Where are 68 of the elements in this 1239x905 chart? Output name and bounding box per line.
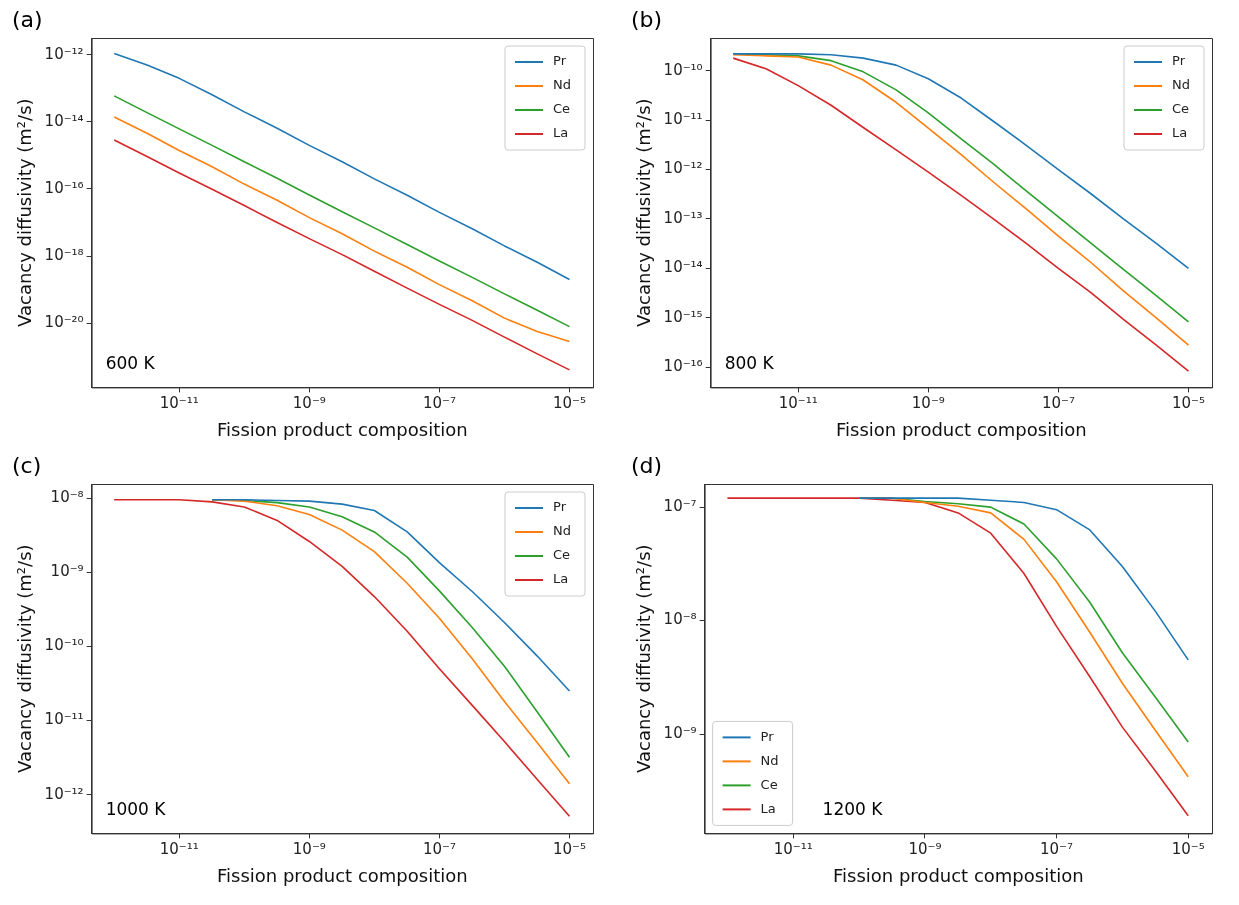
- x-tick-label: 10⁻⁵: [552, 840, 586, 859]
- y-tick-label: 10⁻¹²: [663, 159, 703, 178]
- legend-label: Nd: [760, 752, 779, 768]
- text: (b): [631, 6, 663, 32]
- y-tick-label: 10⁻¹⁸: [44, 245, 84, 264]
- y-tick-label: 10⁻¹⁴: [663, 258, 703, 277]
- y-axis-title: Vacancy diffusivity (m²/s): [14, 544, 36, 773]
- x-tick-label: 10⁻⁹: [911, 394, 945, 413]
- text: (a): [12, 6, 43, 32]
- annotation: 600 K: [105, 353, 156, 374]
- x-tick-label: 10⁻⁷: [422, 840, 456, 859]
- legend-label: La: [1172, 125, 1188, 141]
- legend-label: Ce: [553, 101, 571, 117]
- annotation: 1000 K: [105, 799, 167, 820]
- x-tick-label: 10⁻¹¹: [159, 840, 199, 859]
- y-tick-label: 10⁻¹⁶: [44, 178, 84, 197]
- legend-label: Ce: [553, 547, 571, 563]
- y-axis-title: Vacancy diffusivity (m²/s): [633, 544, 655, 773]
- x-tick-label: 10⁻¹¹: [778, 394, 818, 413]
- x-tick-label: 10⁻¹¹: [159, 394, 199, 413]
- legend-label: Nd: [553, 523, 572, 539]
- y-tick-label: 10⁻¹¹: [663, 110, 703, 129]
- x-axis-title: Fission product composition: [217, 418, 468, 440]
- legend-label: Ce: [760, 776, 778, 792]
- y-tick-label: 10⁻¹⁶: [663, 357, 703, 376]
- x-tick-label: 10⁻⁵: [1171, 840, 1205, 859]
- x-tick-label: 10⁻⁵: [1171, 394, 1205, 413]
- y-axis-title: Vacancy diffusivity (m²/s): [633, 98, 655, 327]
- x-axis-title: Fission product composition: [836, 418, 1087, 440]
- legend-label: Nd: [1172, 77, 1191, 93]
- annotation: 1200 K: [822, 799, 884, 820]
- y-tick-label: 10⁻²⁰: [44, 312, 84, 331]
- legend-label: Pr: [1172, 53, 1186, 69]
- x-tick-label: 10⁻⁷: [422, 394, 456, 413]
- x-axis-title: Fission product composition: [217, 864, 468, 886]
- x-tick-label: 10⁻⁹: [908, 840, 942, 859]
- x-tick-label: 10⁻⁷: [1041, 394, 1075, 413]
- y-axis-title: Vacancy diffusivity (m²/s): [14, 98, 36, 327]
- legend-label: Ce: [1172, 101, 1190, 117]
- y-tick-label: 10⁻⁷: [663, 497, 697, 516]
- y-tick-label: 10⁻¹⁰: [663, 60, 703, 79]
- y-tick-label: 10⁻¹⁰: [44, 636, 84, 655]
- legend-label: Pr: [760, 728, 775, 744]
- x-tick-label: 10⁻⁹: [292, 394, 326, 413]
- legend-label: Nd: [553, 77, 572, 93]
- text: (c): [12, 452, 42, 478]
- y-tick-label: 10⁻¹³: [663, 208, 703, 227]
- x-tick-label: 10⁻¹¹: [773, 840, 813, 859]
- legend-label: La: [760, 800, 776, 816]
- y-tick-label: 10⁻¹²: [44, 44, 84, 63]
- text: (d): [631, 452, 663, 478]
- y-tick-label: 10⁻¹⁵: [663, 307, 703, 326]
- legend-label: La: [553, 571, 569, 587]
- legend-label: Pr: [553, 53, 567, 69]
- annotation: 800 K: [724, 353, 775, 374]
- legend-label: Pr: [553, 499, 567, 515]
- x-tick-label: 10⁻⁹: [292, 840, 326, 859]
- y-tick-label: 10⁻⁹: [663, 723, 697, 742]
- y-tick-label: 10⁻⁹: [50, 562, 84, 581]
- legend-label: La: [553, 125, 569, 141]
- y-tick-label: 10⁻¹¹: [44, 710, 84, 729]
- y-tick-label: 10⁻⁸: [50, 488, 84, 506]
- y-tick-label: 10⁻¹²: [44, 784, 84, 803]
- x-tick-label: 10⁻⁵: [552, 394, 586, 413]
- x-axis-title: Fission product composition: [832, 864, 1084, 886]
- x-tick-label: 10⁻⁷: [1040, 840, 1074, 859]
- y-tick-label: 10⁻¹⁴: [44, 111, 84, 130]
- y-tick-label: 10⁻⁸: [663, 610, 697, 629]
